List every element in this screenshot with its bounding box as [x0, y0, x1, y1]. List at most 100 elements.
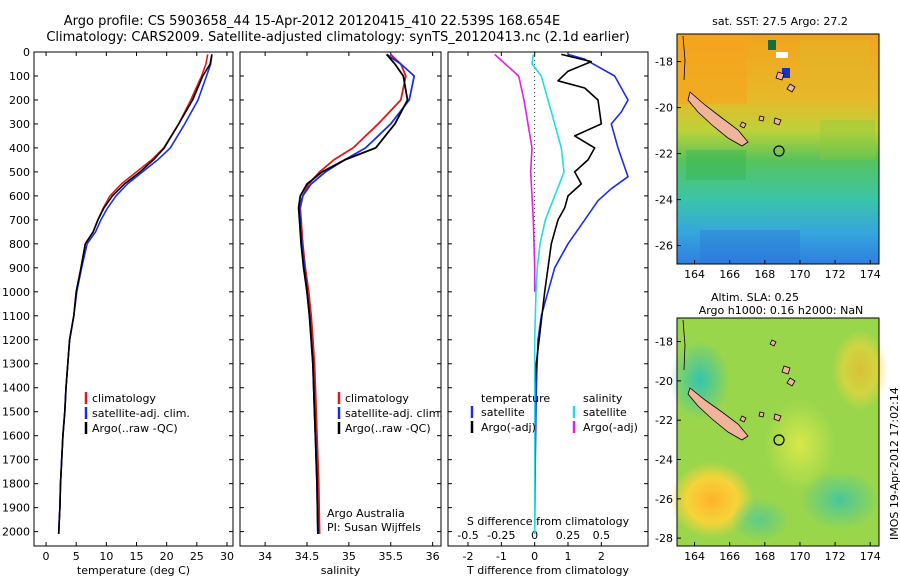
sla-map-panel: Altim. SLA: 0.25 Argo h1000: 0.16 h2000:… [655, 291, 888, 563]
legend-label-s-satellite: satellite [583, 406, 627, 419]
sst-green-patch [686, 150, 746, 180]
x-axis-label: temperature (deg C) [77, 564, 190, 577]
sla-low-anomaly [800, 470, 880, 530]
sla-map-frame [676, 317, 880, 547]
salinity-axes-frame [239, 51, 442, 547]
y-tick-label: 1200 [2, 334, 30, 347]
series-line-argo [297, 53, 409, 535]
sst-blue-patch [700, 230, 800, 264]
lat-tick-label: -22 [655, 414, 673, 427]
legend-title-salinity: salinity [583, 392, 623, 405]
annotation-pi-name: PI: Susan Wijffels [327, 521, 421, 534]
temperature-profile-panel: 0100200300400500600700800900100011001200… [2, 46, 234, 577]
sla-map-title: Altim. SLA: 0.25 [711, 291, 799, 304]
lat-tick-label: -28 [655, 532, 673, 545]
y-tick-label: 700 [9, 214, 30, 227]
x-tick-label: 34.5 [295, 550, 320, 563]
lon-tick-label: 172 [825, 268, 846, 281]
x-tick-label: 30 [220, 550, 234, 563]
y-tick-label: 2000 [2, 526, 30, 539]
series-line-satellite-adj [57, 54, 213, 535]
lon-tick-label: 168 [754, 268, 775, 281]
s-tick-label: 0 [531, 529, 538, 542]
series-line-salinity-argo-adj- [494, 53, 536, 292]
lat-tick-label: -24 [655, 454, 673, 467]
y-tick-label: 0 [23, 46, 30, 59]
lon-tick-label: 164 [684, 268, 705, 281]
salinity-legend: climatology satellite-adj. clim. Argo(..… [327, 392, 443, 534]
y-tick-label: 1900 [2, 502, 30, 515]
y-tick-label: 1100 [2, 310, 30, 323]
sla-anomaly [765, 400, 835, 490]
x-tick-label: 34 [258, 550, 272, 563]
sla-low-anomaly [670, 340, 730, 420]
y-tick-label: 1600 [2, 430, 30, 443]
x-tick-label: 0 [531, 550, 538, 563]
lon-tick-label: 168 [754, 550, 775, 563]
x-tick-label: 10 [99, 550, 113, 563]
x-tick-label: 15 [130, 550, 144, 563]
y-tick-label: 100 [9, 70, 30, 83]
difference-axes-frame [447, 51, 649, 547]
sla-map-subtitle: Argo h1000: 0.16 h2000: NaN [699, 304, 864, 317]
s-axis-label: S difference from climatology [467, 515, 630, 528]
argo-position-marker [773, 434, 785, 446]
x-tick-label: 35.5 [379, 550, 404, 563]
temperature-legend: climatology satellite-adj. clim. Argo(..… [84, 392, 190, 435]
y-tick-label: 300 [9, 118, 30, 131]
lat-tick-label: -24 [655, 194, 673, 207]
series-line-salinity-satellite [531, 54, 565, 534]
y-tick-label: 1000 [2, 286, 30, 299]
x-tick-label: 0 [43, 550, 50, 563]
argo-position-marker [773, 145, 785, 157]
loyalty-islands [739, 71, 796, 129]
y-tick-label: 1700 [2, 454, 30, 467]
x-axis-label: salinity [321, 564, 361, 577]
sst-map-title: sat. SST: 27.5 Argo: 27.2 [712, 15, 848, 28]
lat-tick-label: -20 [655, 375, 673, 388]
sst-map-frame [676, 33, 880, 265]
legend-label-climatology: climatology [345, 392, 409, 405]
sst-warm-patch [677, 34, 747, 104]
s-tick-label: 0.25 [556, 529, 581, 542]
coastline [682, 35, 686, 81]
sst-cloud-pixel [782, 68, 790, 78]
x-axis-label: T difference from climatology [466, 564, 629, 577]
y-tick-label: 1500 [2, 406, 30, 419]
sst-cloud-pixel [768, 40, 776, 50]
difference-profile-panel: -2 -1 0 1 2T difference from climatology -0.5… [447, 51, 649, 577]
sst-warm-patch [800, 40, 870, 90]
x-tick-label: 35 [342, 550, 356, 563]
sla-anomaly [832, 330, 888, 410]
y-tick-label: 400 [9, 142, 30, 155]
s-tick-label: 0.5 [593, 529, 611, 542]
lon-tick-label: 166 [719, 550, 740, 563]
lat-tick-label: -18 [655, 336, 673, 349]
y-tick-label: 1400 [2, 382, 30, 395]
y-tick-label: 900 [9, 262, 30, 275]
lon-tick-label: 166 [719, 268, 740, 281]
s-tick-label: -0.5 [457, 529, 478, 542]
x-tick-label: -1 [496, 550, 507, 563]
series-line-argo [57, 54, 213, 535]
legend-label-climatology: climatology [92, 392, 156, 405]
coastline [682, 319, 686, 371]
legend-label-s-argo: Argo(-adj) [583, 421, 638, 434]
new-caledonia-island [687, 91, 749, 147]
difference-legend: temperature satellite Argo(-adj) salinit… [470, 392, 638, 434]
loyalty-islands [739, 339, 796, 423]
sst-missing-pixel [776, 52, 788, 58]
lat-tick-label: -18 [655, 56, 673, 69]
annotation-argo-australia: Argo Australia [327, 507, 405, 520]
lon-tick-label: 170 [789, 268, 810, 281]
sla-low-anomaly [730, 498, 790, 542]
x-tick-label: 5 [73, 550, 80, 563]
sst-green-patch [820, 120, 875, 160]
legend-label-argo: Argo(..raw -QC) [92, 422, 178, 435]
lat-tick-label: -26 [655, 240, 673, 253]
legend-title-temperature: temperature [481, 392, 550, 405]
legend-label-satellite: satellite-adj. clim. [92, 407, 190, 420]
lon-tick-label: 172 [825, 550, 846, 563]
lon-tick-label: 174 [860, 550, 881, 563]
